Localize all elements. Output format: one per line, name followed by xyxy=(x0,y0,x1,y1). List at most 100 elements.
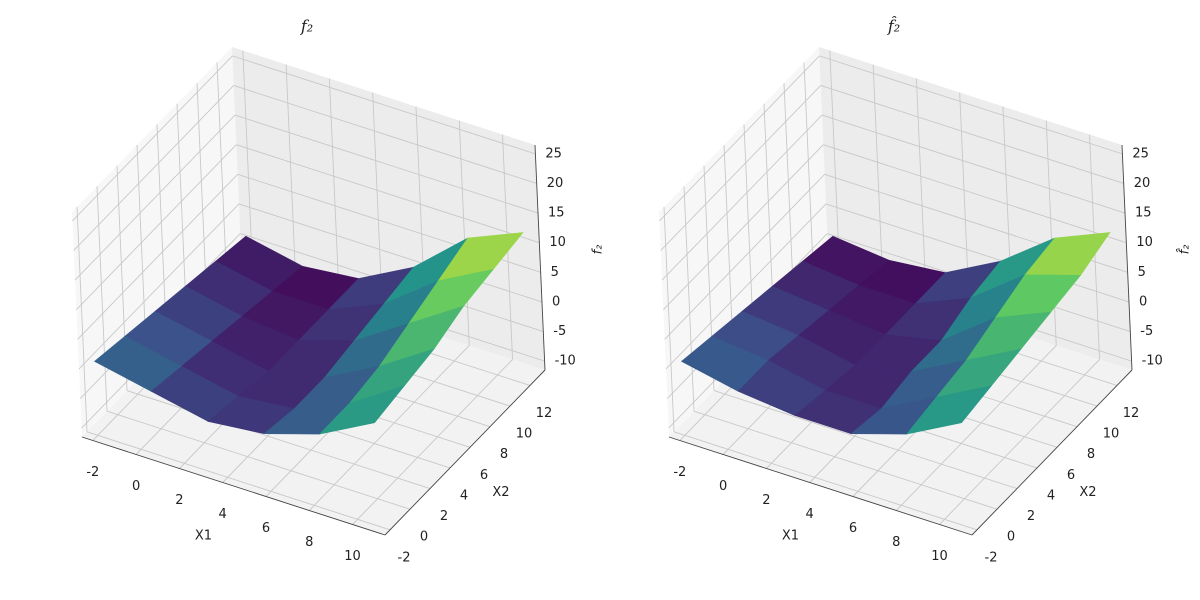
grid-line xyxy=(819,55,1123,155)
y-tick-label: 10 xyxy=(1103,427,1120,442)
z-tick-label: 5 xyxy=(1138,265,1146,280)
z-tick-label: 25 xyxy=(1132,146,1149,161)
grid-line xyxy=(458,120,470,346)
z-axis-label: f̂₂ xyxy=(1177,245,1192,255)
y-tick-label: 4 xyxy=(1047,488,1055,503)
grid-line xyxy=(86,431,391,531)
grid-line xyxy=(820,85,1124,184)
x-axis-label: X1 xyxy=(195,529,212,544)
grid-line xyxy=(96,186,108,412)
x-tick-label: 2 xyxy=(762,493,770,508)
y-tick-label: 4 xyxy=(460,488,468,503)
z-tick-label: -10 xyxy=(1142,354,1163,369)
grid-line xyxy=(665,203,827,370)
x-axis-label: X1 xyxy=(782,529,799,544)
grid-line xyxy=(78,203,240,370)
y-tick-label: 6 xyxy=(1067,468,1075,483)
z-tick-label: 10 xyxy=(1136,235,1153,250)
grid-line xyxy=(76,206,88,432)
grid-line xyxy=(803,62,815,288)
z-tick-label: 0 xyxy=(552,294,560,309)
grid-line xyxy=(872,64,884,290)
grid-line xyxy=(823,144,1127,244)
grid-line xyxy=(216,62,228,288)
grid-line xyxy=(939,359,1100,525)
z-tick-label: 20 xyxy=(1134,176,1151,191)
x-tick-label: 8 xyxy=(892,535,900,550)
grid-line xyxy=(73,85,235,251)
grid-line xyxy=(238,203,543,303)
z-tick-label: 10 xyxy=(549,235,566,250)
x-tick-label: 10 xyxy=(931,549,948,564)
y-tick-label: 10 xyxy=(516,427,533,442)
grid-line xyxy=(242,50,254,276)
grid-line xyxy=(72,55,233,222)
z-tick-label: -5 xyxy=(553,324,566,339)
y-tick-label: 12 xyxy=(536,406,553,421)
axis-line xyxy=(534,144,546,371)
z-axis-label: f₂ xyxy=(591,245,606,255)
y-tick-label: 12 xyxy=(1123,406,1140,421)
z-tick-label: 20 xyxy=(547,176,564,191)
grid-line xyxy=(821,114,1126,214)
grid-line xyxy=(74,114,236,281)
axis-line xyxy=(81,436,386,536)
y-tick-label: 2 xyxy=(1027,509,1035,524)
x-tick-label: 0 xyxy=(132,479,140,494)
y-tick-label: 6 xyxy=(480,468,488,483)
x-tick-label: 6 xyxy=(849,521,857,536)
z-tick-label: 5 xyxy=(551,265,559,280)
y-tick-label: 8 xyxy=(1087,447,1095,462)
axis-line xyxy=(384,369,546,536)
surface-patch xyxy=(905,385,993,435)
grid-line xyxy=(664,173,825,340)
z-tick-label: 15 xyxy=(548,206,565,221)
chart-title: f₂ xyxy=(300,17,313,36)
grid-line xyxy=(106,410,411,510)
x-tick-label: 4 xyxy=(219,507,227,522)
grid-line xyxy=(683,186,695,412)
grid-line xyxy=(1045,120,1057,346)
axis-line xyxy=(668,436,973,536)
x-tick-label: 8 xyxy=(305,535,313,550)
grid-line xyxy=(825,203,1130,303)
grid-line xyxy=(232,55,536,155)
chart-title: f̂₂ xyxy=(887,16,900,35)
grid-line xyxy=(126,390,431,490)
grid-line xyxy=(234,114,539,214)
z-tick-label: -10 xyxy=(555,354,576,369)
grid-line xyxy=(659,55,820,222)
y-axis-label: X2 xyxy=(492,485,509,500)
y-tick-label: 0 xyxy=(420,530,428,545)
axis-line xyxy=(1121,144,1133,371)
grid-line xyxy=(915,78,927,304)
grid-line xyxy=(829,50,841,276)
x-tick-label: -2 xyxy=(673,465,686,480)
y-axis-label: X2 xyxy=(1079,485,1096,500)
y-tick-label: 8 xyxy=(500,447,508,462)
grid-line xyxy=(663,144,824,311)
grid-line xyxy=(713,390,1018,490)
y-tick-label: 2 xyxy=(440,509,448,524)
grid-line xyxy=(76,144,237,311)
x-tick-label: 0 xyxy=(719,479,727,494)
x-tick-label: 2 xyxy=(175,493,183,508)
z-tick-label: 15 xyxy=(1135,206,1152,221)
grid-line xyxy=(308,345,470,511)
z-tick-label: -5 xyxy=(1140,324,1153,339)
y-tick-label: 0 xyxy=(1007,530,1015,545)
grid-line xyxy=(233,85,537,184)
surface-patch xyxy=(318,385,406,435)
grid-line xyxy=(693,410,998,510)
x-tick-label: -2 xyxy=(86,465,99,480)
grid-line xyxy=(285,64,297,290)
grid-line xyxy=(328,78,340,304)
grid-line xyxy=(352,359,513,525)
grid-line xyxy=(661,114,823,281)
x-tick-label: 4 xyxy=(806,507,814,522)
z-tick-label: 0 xyxy=(1139,294,1147,309)
x-tick-label: 10 xyxy=(344,549,361,564)
